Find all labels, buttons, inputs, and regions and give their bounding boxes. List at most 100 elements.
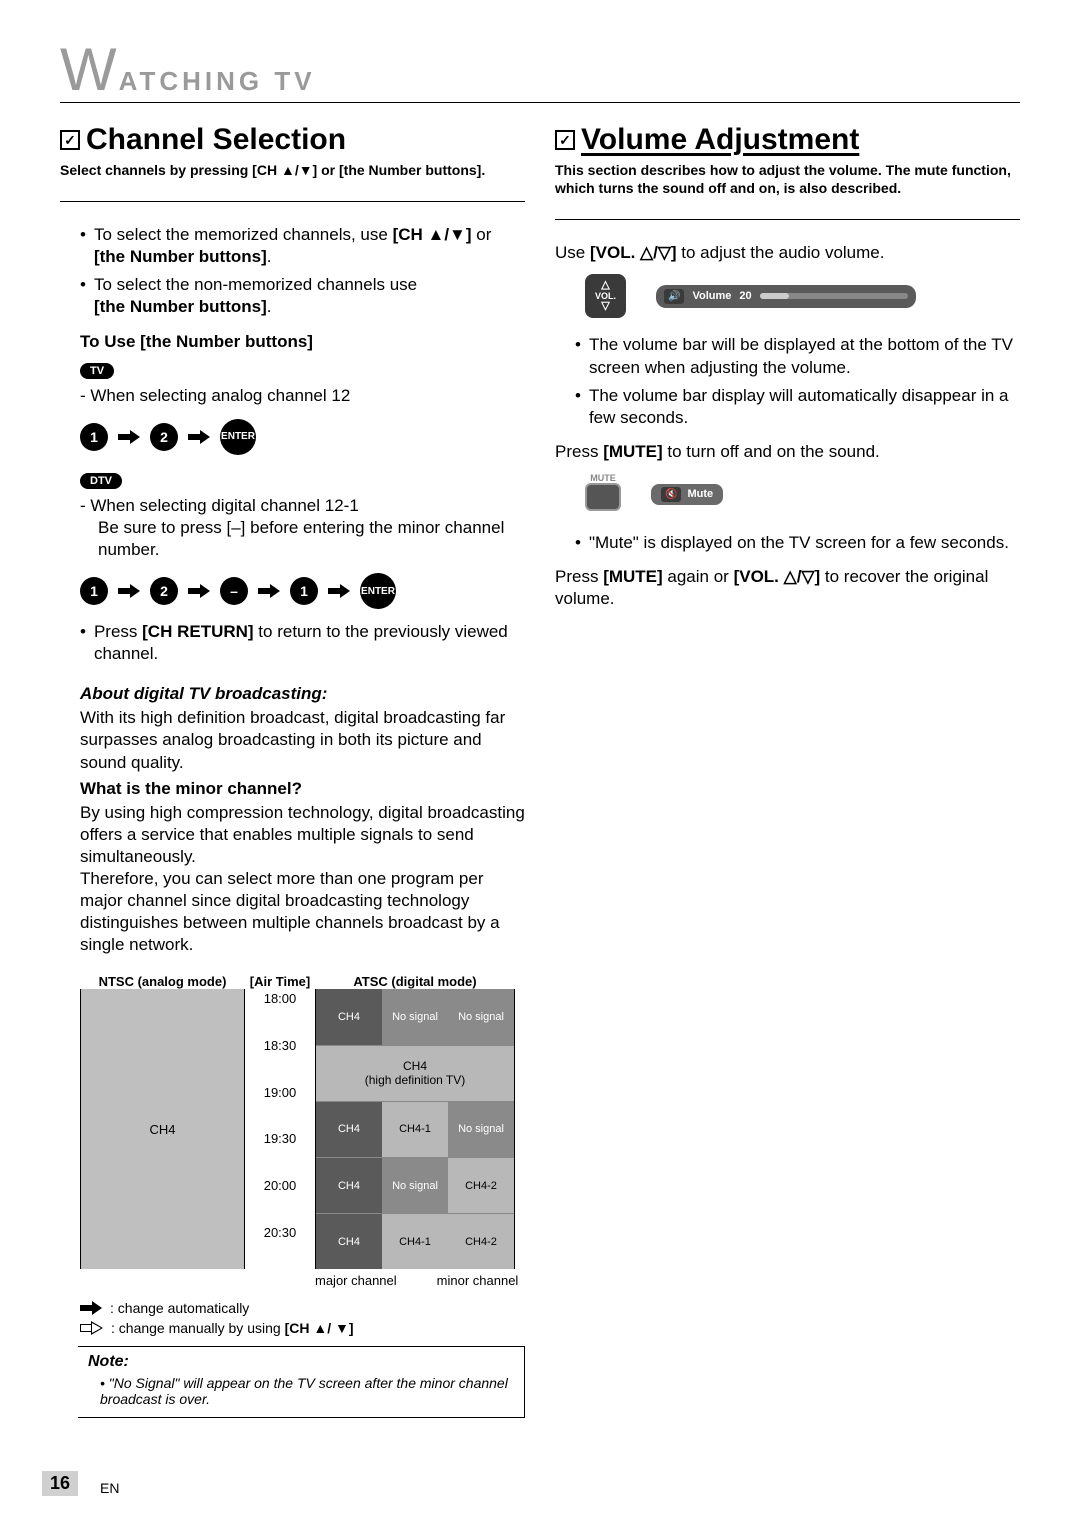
mute-osd-row: MUTE 🔇 Mute [585,473,1020,516]
cell: CH4 [316,1214,382,1269]
dtv-pill: DTV [80,473,122,489]
separator [555,219,1020,220]
language-code: EN [100,1480,119,1496]
btn-1: 1 [80,423,108,451]
ntsc-column: CH4 [80,989,245,1269]
mute-tiny-label: MUTE [585,473,621,483]
t: To select the memorized channels, use [94,225,393,244]
cell: CH4 [316,1158,382,1213]
minor-body: By using high compression technology, di… [80,802,525,957]
vol-bullet-2: The volume bar display will automaticall… [575,385,1020,429]
note-body: • "No Signal" will appear on the TV scre… [88,1375,514,1407]
t: "Mute" is displayed on the TV screen for… [589,532,1009,554]
time: 20:30 [245,1223,315,1270]
osd-value: 20 [739,290,751,302]
cell: No signal [382,1158,448,1213]
cell: CH4 (high definition TV) [316,1046,514,1101]
volume-osd-row: △ VOL. ▽ 🔊 Volume 20 [585,274,1020,318]
time: 18:30 [245,1036,315,1083]
t: [CH ▲/▼] [393,225,472,244]
ntsc-head: NTSC (analog mode) [80,974,245,989]
title-text: Volume Adjustment [581,123,859,157]
digital-line-2: Be sure to press [–] before entering the… [98,517,525,561]
chart-legend: : change automatically : change manually… [80,1300,525,1336]
t: [CH RETURN] [142,622,253,641]
t: To select the non-memorized channels use [94,275,417,294]
t: [CH ▲/ ▼] [285,1320,354,1336]
note-box: Note: • "No Signal" will appear on the T… [78,1346,525,1418]
channel-chart: NTSC (analog mode) [Air Time] ATSC (digi… [60,974,525,1336]
mute-remote-group: MUTE [585,473,621,516]
volume-subtitle: This section describes how to adjust the… [555,161,1020,197]
arrow-icon [118,430,140,444]
arrow-icon [258,584,280,598]
arrow-hollow-icon [80,1321,103,1335]
arrow-icon [118,584,140,598]
cell: CH4-1 [382,1102,448,1157]
vol-bullet-1: The volume bar will be displayed at the … [575,334,1020,378]
channel-subtitle: Select channels by pressing [CH ▲/▼] or … [60,161,525,179]
t: Press [555,442,603,461]
cell: No signal [382,989,448,1044]
t: Use [555,243,590,262]
vol-line-1: Use [VOL. △/▽] to adjust the audio volum… [555,242,1020,264]
checkbox-icon [555,130,575,150]
btn-1b: 1 [290,577,318,605]
vol-remote-button: △ VOL. ▽ [585,274,626,318]
cell: CH4-2 [448,1214,514,1269]
time: 19:00 [245,1083,315,1130]
left-column: Channel Selection Select channels by pre… [60,123,525,1418]
tri-down-icon: ▽ [595,301,616,312]
columns: Channel Selection Select channels by pre… [60,123,1020,1418]
legend-text: : change manually by using [CH ▲/ ▼] [111,1320,354,1336]
about-body: With its high definition broadcast, digi… [80,707,525,773]
digital-line-1: - When selecting digital channel 12-1 [80,495,525,517]
cell: CH4 [316,1102,382,1157]
t: Press [94,622,142,641]
t: The volume bar display will automaticall… [589,385,1020,429]
air-head: [Air Time] [245,974,315,989]
ch-return-line: Press [CH RETURN] to return to the previ… [80,621,525,665]
t: [MUTE] [603,567,662,586]
time: 20:00 [245,1176,315,1223]
about-heading: About digital TV broadcasting: [80,683,525,705]
note-title: Note: [88,1353,514,1371]
btn-dash: – [220,577,248,605]
tv-pill: TV [80,363,114,379]
mute-osd: 🔇 Mute [651,484,723,505]
checkbox-icon [60,130,80,150]
osd-fill [760,293,790,299]
cell: No signal [448,989,514,1044]
channel-selection-title: Channel Selection [60,123,525,157]
digital-sequence: 1 2 – 1 ENTER [80,573,525,609]
btn-enter: ENTER [360,573,396,609]
recover-line: Press [MUTE] again or [VOL. △/▽] to reco… [555,566,1020,610]
t: : change manually by using [111,1320,285,1336]
t: to adjust the audio volume. [677,243,885,262]
t: [the Number buttons] [94,247,267,266]
t: to turn off and on the sound. [663,442,880,461]
t: again or [663,567,734,586]
t: The volume bar will be displayed at the … [589,334,1020,378]
header-big-letter: W [60,40,117,100]
t: [VOL. △/▽] [734,567,821,586]
title-text: Channel Selection [86,123,346,157]
atsc-head: ATSC (digital mode) [315,974,515,989]
right-column: Volume Adjustment This section describes… [555,123,1020,1418]
mute-icon: 🔇 [661,487,681,502]
arrow-icon [188,584,210,598]
separator [60,201,525,202]
t: [the Number buttons] [94,297,267,316]
mute-bullet: "Mute" is displayed on the TV screen for… [575,532,1020,554]
use-number-heading: To Use [the Number buttons] [80,331,525,353]
mute-remote-button [585,483,621,511]
bullet-1: To select the memorized channels, use [C… [60,224,525,318]
time: 18:00 [245,989,315,1036]
page-number: 16 [42,1471,78,1496]
time-column: 18:00 18:30 19:00 19:30 20:00 20:30 [245,989,315,1269]
osd-track [760,293,908,299]
t: . [267,247,272,266]
cell: CH4 [316,989,382,1044]
minor-heading: What is the minor channel? [80,778,525,800]
mute-line: Press [MUTE] to turn off and on the soun… [555,441,1020,463]
